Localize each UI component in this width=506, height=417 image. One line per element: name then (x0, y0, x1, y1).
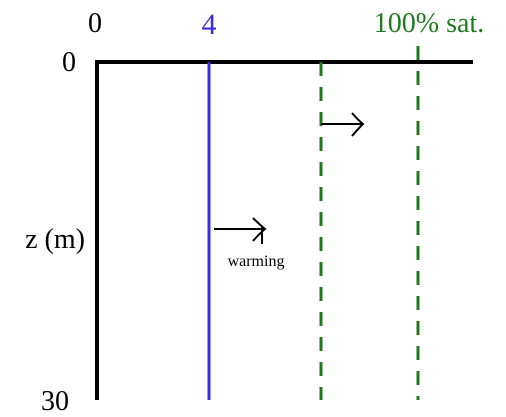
depth-max-label: 30 (41, 386, 69, 417)
saturation-label: 100% sat. (374, 8, 484, 39)
top-zero-label: 0 (88, 8, 102, 39)
right-arrow-icon (321, 112, 365, 137)
temperature-4-label: 4 (202, 8, 217, 41)
depth-zero-label: 0 (62, 47, 76, 78)
warming-label: warming (228, 253, 285, 270)
depth-axis-label: z (m) (25, 224, 85, 255)
right-arrow-icon (214, 217, 267, 244)
